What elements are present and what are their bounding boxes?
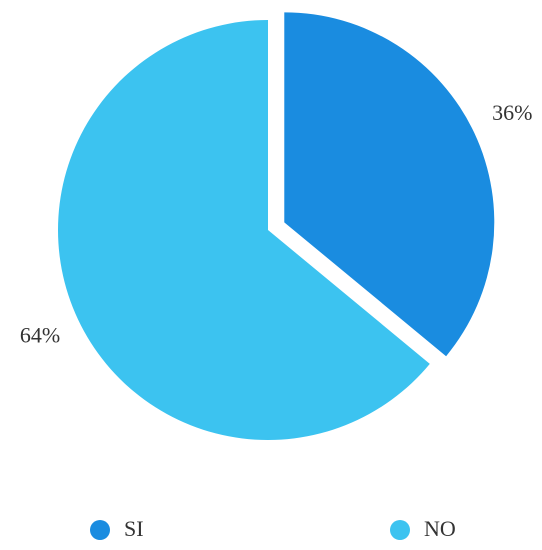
pie-slice <box>58 20 430 440</box>
pie-slice <box>284 12 495 357</box>
legend-swatch <box>90 520 110 540</box>
legend-swatch <box>390 520 410 540</box>
data-label: 36% <box>492 100 532 125</box>
legend-label: NO <box>424 516 456 541</box>
legend-label: SI <box>124 516 144 541</box>
data-label: 64% <box>20 322 60 347</box>
